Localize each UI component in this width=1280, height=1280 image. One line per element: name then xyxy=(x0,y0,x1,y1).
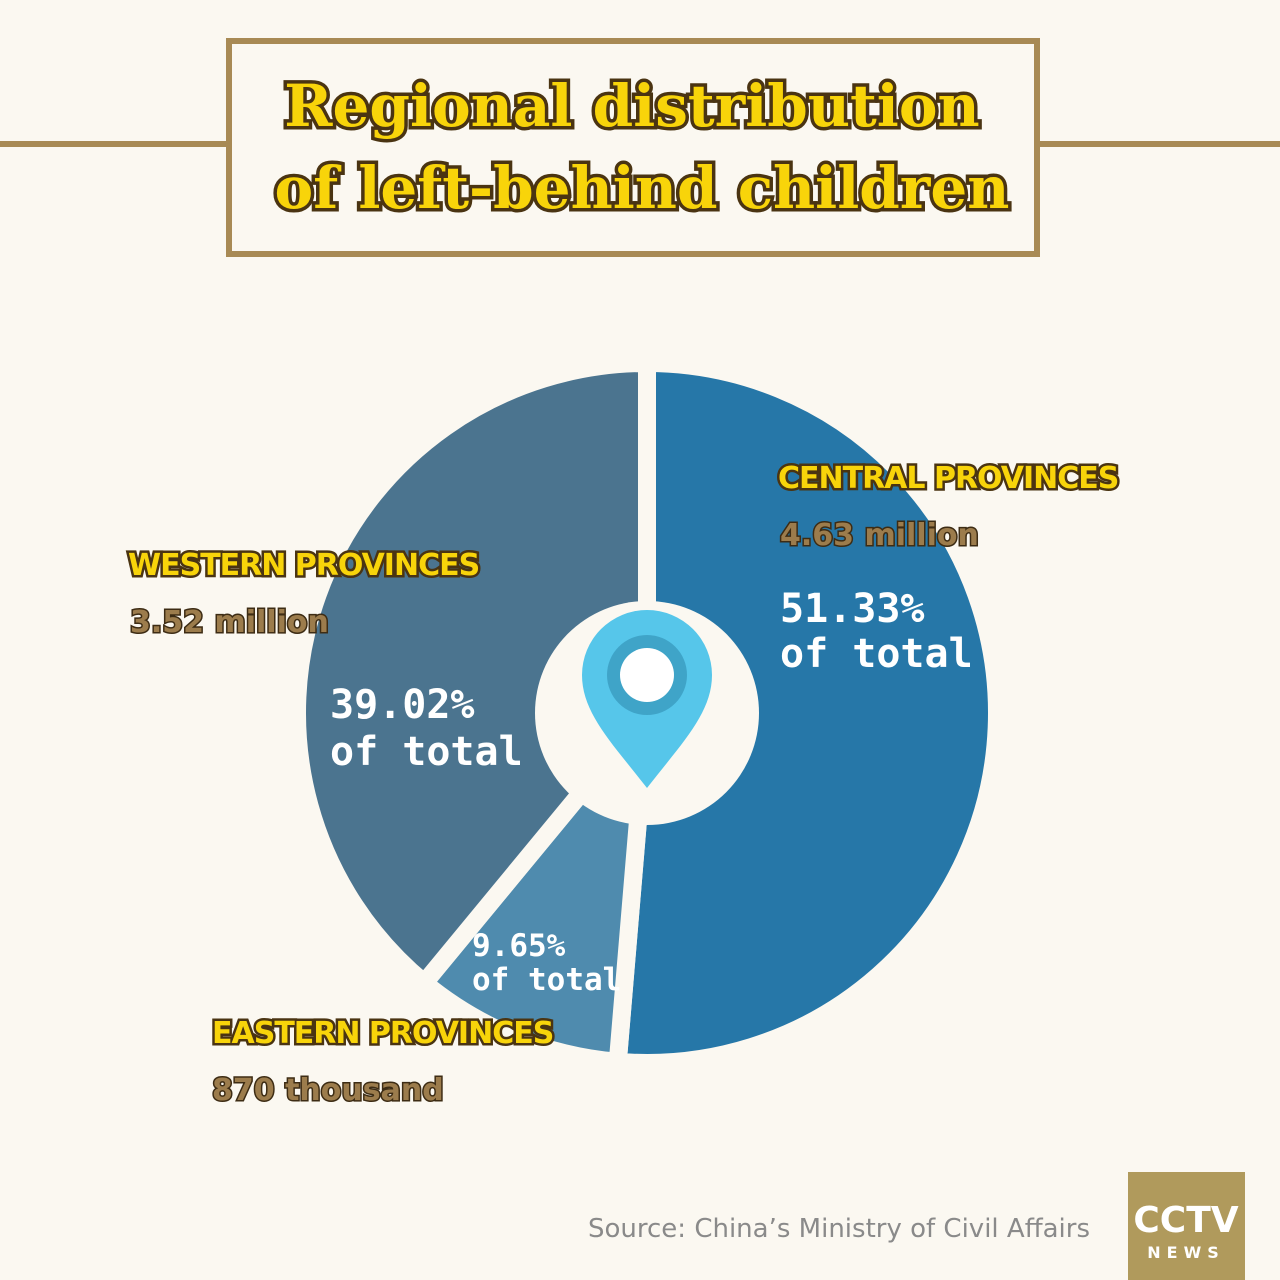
category-label: CENTRAL PROVINCES xyxy=(778,461,1118,496)
value-suffix: of total xyxy=(472,962,621,998)
value-label: 51.33% xyxy=(780,586,925,632)
chart-title: of left-behind children xyxy=(275,154,1010,222)
logo-text: NEWS xyxy=(1147,1243,1225,1262)
pie-slice xyxy=(288,353,656,996)
source: Source: China’s Ministry of Civil Affair… xyxy=(588,1214,1090,1244)
amount-label: 4.63 million xyxy=(780,518,979,553)
value-label: 39.02% xyxy=(330,682,475,728)
category-label: WESTERN PROVINCES xyxy=(128,548,479,583)
amount-label: 3.52 million xyxy=(130,605,329,640)
value-suffix: of total xyxy=(780,631,973,677)
value-suffix: of total xyxy=(330,729,523,775)
pie xyxy=(288,353,1006,1072)
value-label: 9.65% xyxy=(472,928,566,964)
category-label: EASTERN PROVINCES xyxy=(212,1016,553,1051)
logo-text: CCTV xyxy=(1133,1200,1238,1241)
title-box xyxy=(226,38,1040,257)
amount-label: 870 thousand xyxy=(212,1073,444,1108)
pin-dot xyxy=(620,648,674,702)
chart-title: Regional distribution xyxy=(284,72,979,140)
pie-slice xyxy=(608,353,1006,1072)
logo-box xyxy=(1128,1172,1245,1280)
